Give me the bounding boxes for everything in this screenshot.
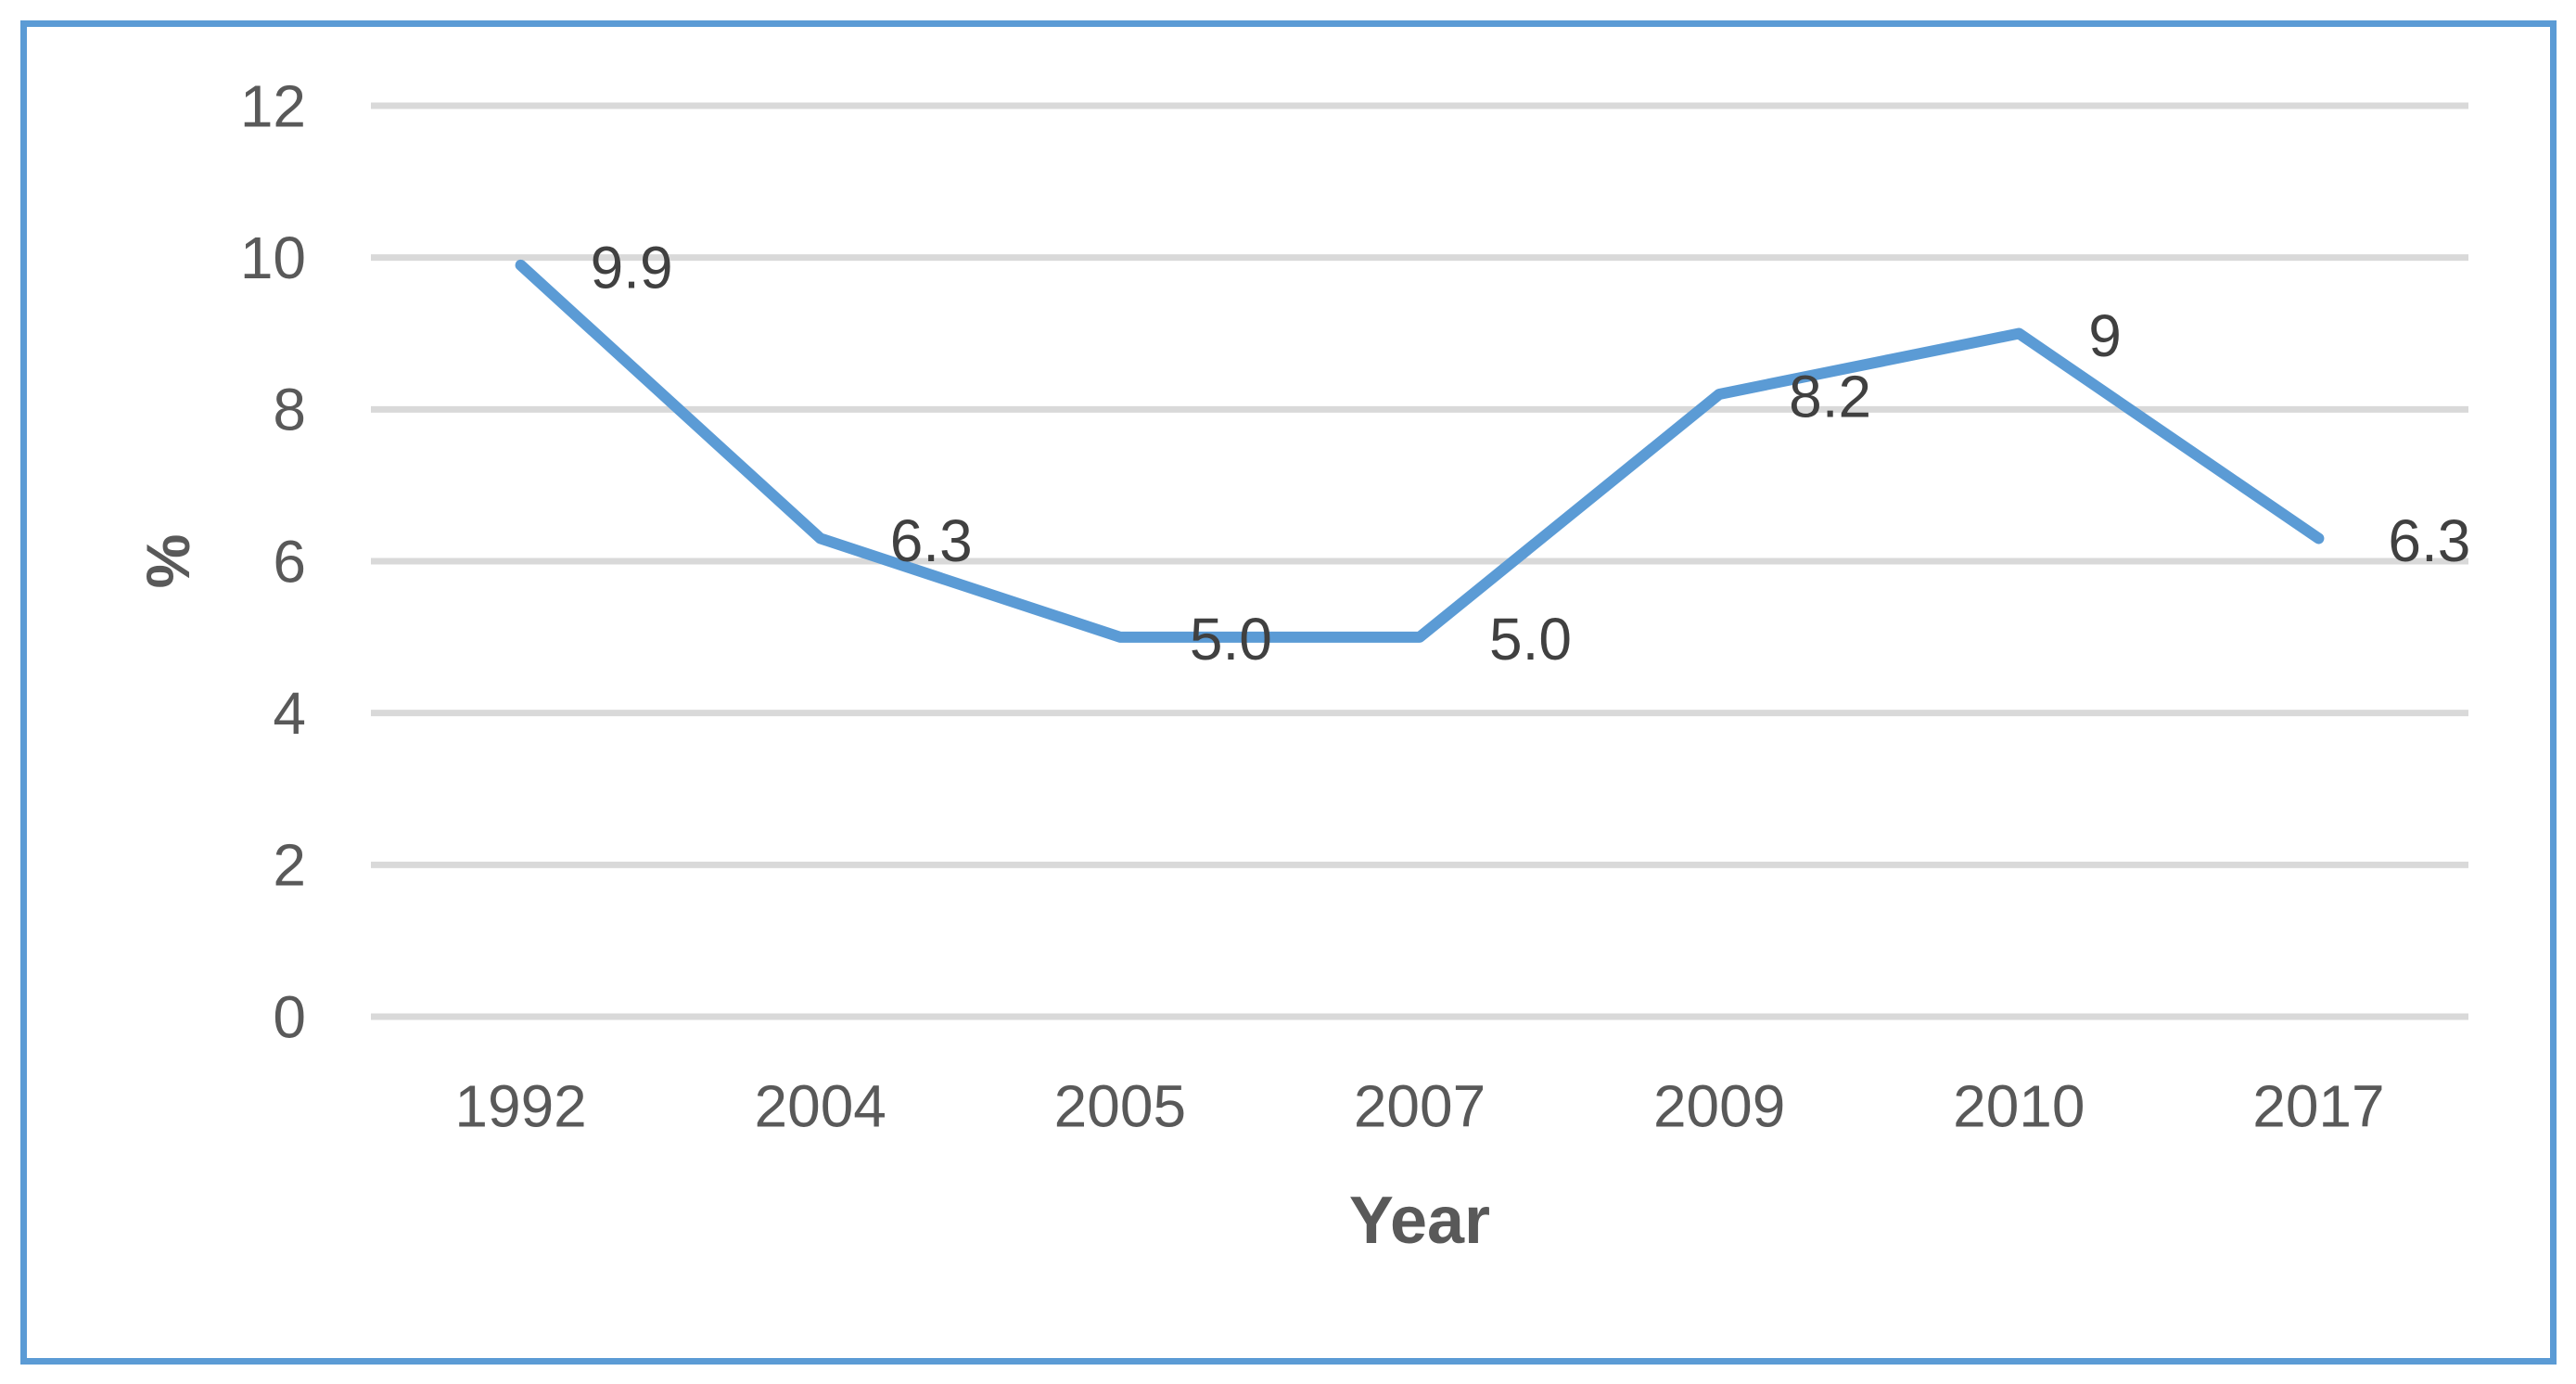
y-tick-label: 6 <box>273 528 306 595</box>
data-point-label: 9.9 <box>591 234 673 301</box>
y-tick-label: 0 <box>273 983 306 1050</box>
y-tick-label: 4 <box>273 680 306 747</box>
x-category-label: 2005 <box>1054 1072 1186 1139</box>
x-category-label: 2010 <box>1953 1072 2085 1139</box>
x-category-label: 2017 <box>2252 1072 2384 1139</box>
data-point-label: 5.0 <box>1489 606 1572 673</box>
data-point-label: 8.2 <box>1789 363 1871 429</box>
y-tick-label: 2 <box>273 832 306 899</box>
data-point-label: 6.3 <box>2388 507 2470 574</box>
data-point-label: 6.3 <box>890 507 973 574</box>
y-axis-tick-labels: 0 2 4 6 8 10 12 <box>240 72 306 1050</box>
x-category-label: 2004 <box>755 1072 886 1139</box>
chart-border-frame <box>20 20 2557 1365</box>
data-point-label: 5.0 <box>1190 606 1272 673</box>
y-tick-label: 12 <box>240 72 306 139</box>
gridlines <box>371 102 2468 1020</box>
x-category-label: 2009 <box>1653 1072 1785 1139</box>
data-point-labels: 9.9 6.3 5.0 5.0 8.2 9 6.3 <box>591 234 2471 673</box>
y-tick-label: 10 <box>240 224 306 291</box>
series-line <box>515 259 2325 643</box>
data-series-line <box>515 259 2325 643</box>
x-axis-title: Year <box>1349 1184 1490 1258</box>
y-tick-label: 8 <box>273 377 306 443</box>
x-category-label: 1992 <box>454 1072 586 1139</box>
data-point-label: 9 <box>2088 302 2122 369</box>
y-axis-title: % <box>134 534 202 589</box>
x-axis-category-labels: 1992 2004 2005 2007 2009 2010 2017 <box>454 1072 2384 1139</box>
x-category-label: 2007 <box>1354 1072 1486 1139</box>
